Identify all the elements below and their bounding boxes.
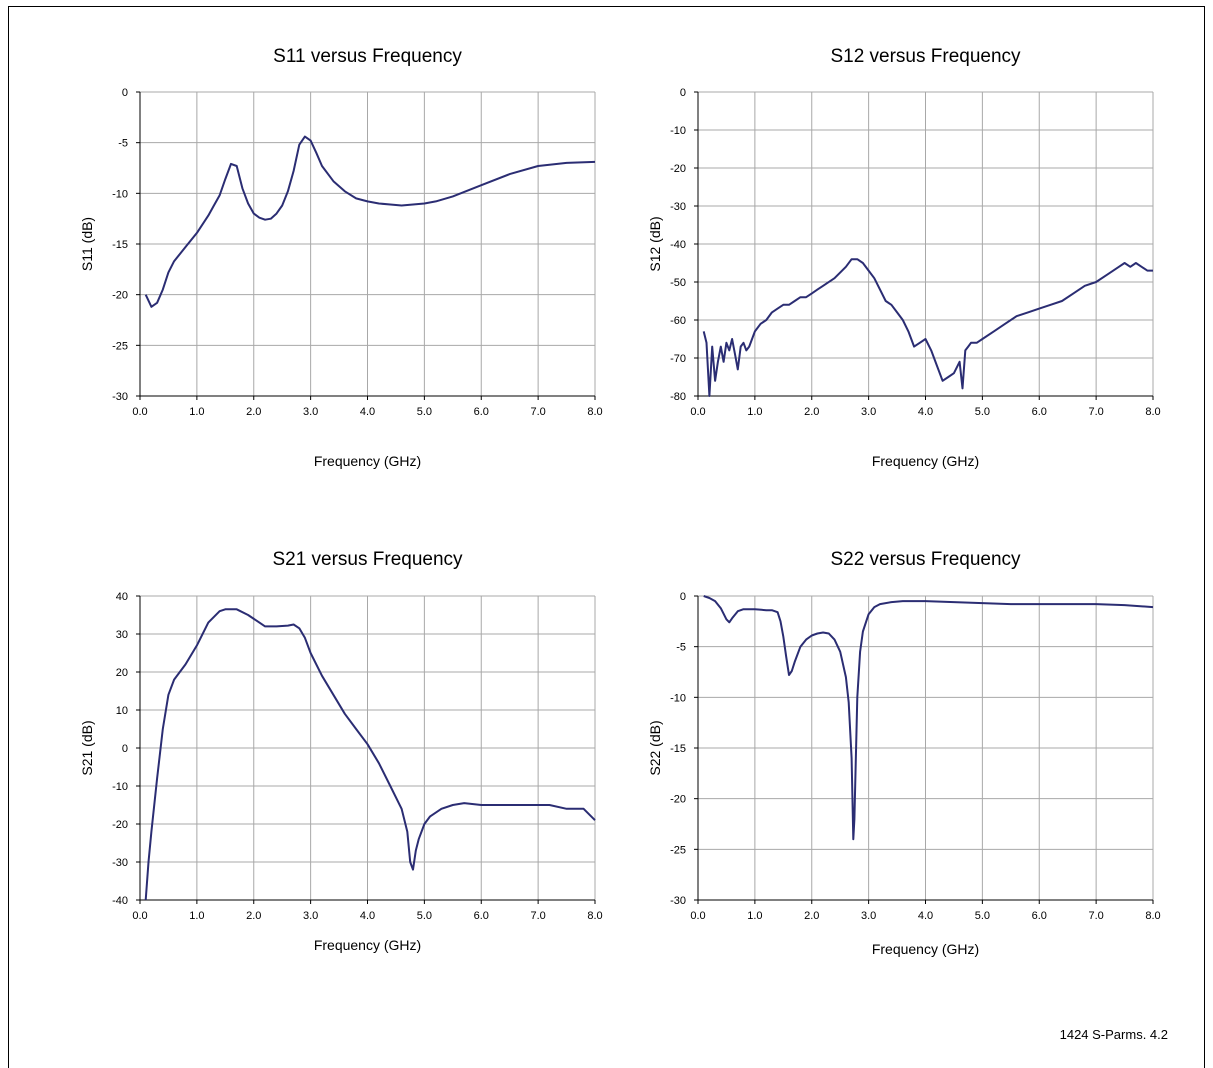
y-tick-label: -80 [670, 391, 686, 403]
x-tick-label: 8.0 [587, 910, 602, 922]
y-tick-label: 40 [116, 591, 128, 603]
y-tick-label: 20 [116, 667, 128, 679]
y-tick-label: 10 [116, 705, 128, 717]
x-axis-label: Frequency (GHz) [872, 941, 979, 957]
x-tick-label: 5.0 [417, 406, 432, 418]
y-tick-label: -50 [670, 277, 686, 289]
x-tick-label: 3.0 [861, 910, 876, 922]
x-tick-label: 2.0 [804, 406, 819, 418]
y-tick-label: -5 [118, 138, 128, 150]
x-tick-label: 6.0 [1032, 910, 1047, 922]
x-tick-label: 4.0 [360, 910, 375, 922]
x-tick-label: 5.0 [417, 910, 432, 922]
x-tick-label: 1.0 [747, 406, 762, 418]
y-tick-label: -60 [670, 315, 686, 327]
y-axis-label: S22 (dB) [647, 720, 663, 775]
x-tick-label: 5.0 [975, 910, 990, 922]
series-line [702, 258, 1153, 397]
y-tick-label: -20 [670, 163, 686, 175]
y-tick-label: -10 [112, 188, 128, 200]
x-tick-label: 3.0 [861, 406, 876, 418]
y-tick-label: -25 [112, 340, 128, 352]
y-axis-label: S11 (dB) [79, 217, 95, 271]
x-axis-label: Frequency (GHz) [872, 453, 979, 469]
x-tick-label: 6.0 [474, 910, 489, 922]
chart-title: S21 versus Frequency [272, 549, 463, 570]
chart-panel-2: 0.0 1.0 2.0 3.0 4.0 5.0 6.0 7.0 8.0 -80 -70 -60 -50 -… [647, 46, 1161, 469]
x-tick-label: 4.0 [918, 910, 933, 922]
y-tick-label: -25 [670, 844, 686, 856]
y-tick-label: -15 [670, 743, 686, 755]
x-axis-label: Frequency (GHz) [314, 937, 421, 953]
x-tick-label: 8.0 [587, 406, 602, 418]
y-tick-label: 0 [122, 87, 128, 99]
series-line [703, 595, 1154, 841]
x-tick-label: 1.0 [747, 910, 762, 922]
x-tick-label: 6.0 [474, 406, 489, 418]
y-tick-label: -20 [112, 819, 128, 831]
y-tick-label: -10 [670, 692, 686, 704]
chart-panel-4: 0.0 1.0 2.0 3.0 4.0 5.0 6.0 7.0 8.0 -30 -25 -20 -15 -… [647, 549, 1161, 957]
x-tick-label: 3.0 [303, 910, 318, 922]
y-tick-label: -15 [112, 239, 128, 251]
x-tick-label: 4.0 [360, 406, 375, 418]
y-tick-label: -70 [670, 353, 686, 365]
x-tick-label: 4.0 [918, 406, 933, 418]
y-tick-label: -10 [670, 125, 686, 137]
y-tick-label: -40 [112, 895, 128, 907]
x-tick-label: 7.0 [1088, 406, 1103, 418]
chart-title: S22 versus Frequency [830, 549, 1021, 570]
y-axis-label: S21 (dB) [79, 720, 95, 775]
y-axis-label: S12 (dB) [647, 216, 663, 271]
figure-caption: 1424 S-Parms. 4.2 [1059, 1027, 1168, 1042]
x-tick-label: 0.0 [132, 910, 147, 922]
y-tick-label: -20 [112, 290, 128, 302]
y-tick-label: -10 [112, 781, 128, 793]
chart-panel-1: 0.0 1.0 2.0 3.0 4.0 5.0 6.0 7.0 8.0 -30 -25 -20 -15 -… [79, 46, 603, 469]
x-tick-label: 3.0 [303, 406, 318, 418]
x-tick-label: 7.0 [530, 406, 545, 418]
y-tick-label: -5 [676, 642, 686, 654]
x-axis-label: Frequency (GHz) [314, 453, 421, 469]
chart-title: S11 versus Frequency [273, 46, 462, 67]
x-tick-label: 1.0 [189, 910, 204, 922]
x-tick-label: 0.0 [690, 910, 705, 922]
y-tick-label: 30 [116, 629, 128, 641]
y-tick-label: 0 [680, 591, 686, 603]
x-tick-label: 5.0 [975, 406, 990, 418]
y-tick-label: -20 [670, 794, 686, 806]
x-tick-label: 8.0 [1145, 910, 1160, 922]
figure-frame [8, 6, 1205, 1068]
x-tick-label: 0.0 [132, 406, 147, 418]
y-tick-label: -40 [670, 239, 686, 251]
x-tick-label: 2.0 [804, 910, 819, 922]
x-tick-label: 2.0 [246, 406, 261, 418]
x-tick-label: 1.0 [189, 406, 204, 418]
x-tick-label: 0.0 [690, 406, 705, 418]
x-tick-label: 7.0 [530, 910, 545, 922]
x-tick-label: 7.0 [1088, 910, 1103, 922]
chart-panel-3: 0.0 1.0 2.0 3.0 4.0 5.0 6.0 7.0 8.0 -40 -30 -20 -10 0… [79, 549, 603, 953]
x-tick-label: 2.0 [246, 910, 261, 922]
x-tick-label: 6.0 [1032, 406, 1047, 418]
y-tick-label: 0 [680, 87, 686, 99]
y-tick-label: -30 [112, 391, 128, 403]
y-tick-label: -30 [670, 895, 686, 907]
x-tick-label: 8.0 [1145, 406, 1160, 418]
chart-title: S12 versus Frequency [830, 46, 1021, 67]
y-tick-label: -30 [670, 201, 686, 213]
y-tick-label: -30 [112, 857, 128, 869]
y-tick-label: 0 [122, 743, 128, 755]
series-line [144, 135, 596, 308]
series-line [144, 608, 596, 901]
